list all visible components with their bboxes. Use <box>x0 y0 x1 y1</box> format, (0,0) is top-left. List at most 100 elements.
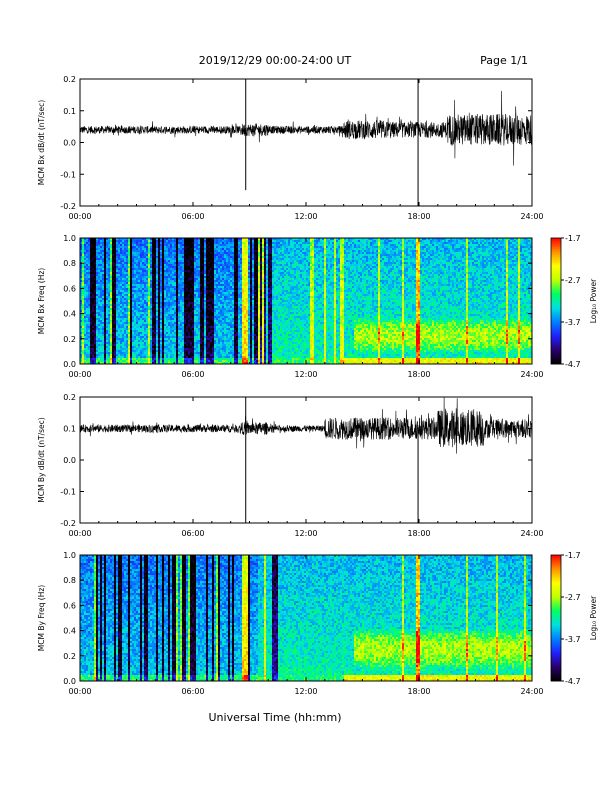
spectrogram-cell <box>80 300 83 303</box>
spectrogram-cell <box>130 322 133 325</box>
spectrogram-cell <box>90 360 93 363</box>
spectrogram-cell <box>148 278 151 281</box>
spectrogram-cell <box>206 240 209 243</box>
spectrogram-cell <box>92 302 95 305</box>
spectrogram-cell <box>148 310 151 313</box>
spectrogram-cell <box>128 274 131 277</box>
spectrogram-cell <box>82 304 85 307</box>
spectrogram-cell <box>168 288 171 291</box>
spectrogram-cell <box>190 298 193 301</box>
spectrogram-cell <box>136 238 139 241</box>
spectrogram-cell <box>198 332 201 335</box>
spectrogram-cell <box>132 324 135 327</box>
spectrogram-cell <box>140 266 143 269</box>
spectrogram-cell <box>138 254 141 257</box>
spectrogram-cell <box>100 266 103 269</box>
spectrogram-cell <box>102 354 105 357</box>
spectrogram-cell <box>96 346 99 349</box>
spectrogram-cell <box>176 344 179 347</box>
spectrogram-cell <box>152 264 155 267</box>
spectrogram-cell <box>184 266 187 269</box>
spectrogram-cell <box>116 284 119 287</box>
spectrogram-cell <box>172 314 175 317</box>
spectrogram-cell <box>84 284 87 287</box>
spectrogram-cell <box>114 244 117 247</box>
spectrogram-cell <box>214 310 217 313</box>
spectrogram-cell <box>96 288 99 291</box>
spectrogram-cell <box>142 316 145 319</box>
spectrogram-cell <box>196 348 199 351</box>
spectrogram-cell <box>134 248 137 251</box>
spectrogram-cell <box>212 354 215 357</box>
spectrogram-cell <box>146 324 149 327</box>
spectrogram-cell <box>162 304 165 307</box>
spectrogram-cell <box>132 260 135 263</box>
spectrogram-cell <box>120 276 123 279</box>
spectrogram-cell <box>132 286 135 289</box>
spectrogram-cell <box>180 354 183 357</box>
spectrogram-cell <box>234 270 237 273</box>
spectrogram-cell <box>110 362 113 365</box>
spectrogram-cell <box>114 330 117 333</box>
spectrogram-cell <box>82 354 85 357</box>
spectrogram-cell <box>120 240 123 243</box>
spectrogram-cell <box>92 330 95 333</box>
spectrogram-cell <box>168 302 171 305</box>
spectrogram-cell <box>204 270 207 273</box>
spectrogram-cell <box>90 322 93 325</box>
spectrogram-cell <box>224 286 227 289</box>
spectrogram-cell <box>112 258 115 261</box>
spectrogram-cell <box>124 292 127 295</box>
spectrogram-cell <box>98 308 101 311</box>
spectrogram-cell <box>108 330 111 333</box>
spectrogram-cell <box>186 302 189 305</box>
spectrogram-cell <box>152 350 155 353</box>
spectrogram-cell <box>146 252 149 255</box>
spectrogram-cell <box>204 278 207 281</box>
spectrogram-cell <box>162 276 165 279</box>
spectrogram-cell <box>226 360 229 363</box>
spectrogram-cell <box>126 280 129 283</box>
spectrogram-cell <box>104 304 107 307</box>
spectrogram-cell <box>194 302 197 305</box>
spectrogram-cell <box>114 238 117 241</box>
spectrogram-cell <box>118 354 121 357</box>
spectrogram-cell <box>118 324 121 327</box>
spectrogram-cell <box>144 310 147 313</box>
spectrogram-cell <box>86 302 89 305</box>
spectrogram-cell <box>114 254 117 257</box>
spectrogram-cell <box>96 246 99 249</box>
spectrogram-cell <box>168 312 171 315</box>
spectrogram-cell <box>212 258 215 261</box>
spectrogram-cell <box>90 274 93 277</box>
spectrogram-cell <box>196 352 199 355</box>
spectrogram-cell <box>96 304 99 307</box>
spectrogram-cell <box>164 244 167 247</box>
spectrogram-cell <box>120 340 123 343</box>
spectrogram-cell <box>200 362 203 365</box>
spectrogram-cell <box>216 258 219 261</box>
spectrogram-cell <box>104 294 107 297</box>
spectrogram-cell <box>164 360 167 363</box>
spectrogram-cell <box>194 296 197 299</box>
spectrogram-cell <box>176 304 179 307</box>
spectrogram-cell <box>202 342 205 345</box>
spectrogram-cell <box>100 324 103 327</box>
spectrogram-cell <box>92 286 95 289</box>
spectrogram-cell <box>180 350 183 353</box>
spectrogram-cell <box>156 352 159 355</box>
spectrogram-cell <box>176 328 179 331</box>
spectrogram-cell <box>186 272 189 275</box>
spectrogram-cell <box>196 292 199 295</box>
spectrogram-cell <box>110 260 113 263</box>
spectrogram-cell <box>130 276 133 279</box>
spectrogram-cell <box>98 262 101 265</box>
spectrogram-cell <box>106 300 109 303</box>
spectrogram-cell <box>232 248 235 251</box>
spectrogram-cell <box>96 238 99 241</box>
spectrogram-cell <box>86 342 89 345</box>
spectrogram-cell <box>228 346 231 349</box>
spectrogram-cell <box>158 316 161 319</box>
spectrogram-cell <box>104 288 107 291</box>
spectrogram-cell <box>232 238 235 241</box>
